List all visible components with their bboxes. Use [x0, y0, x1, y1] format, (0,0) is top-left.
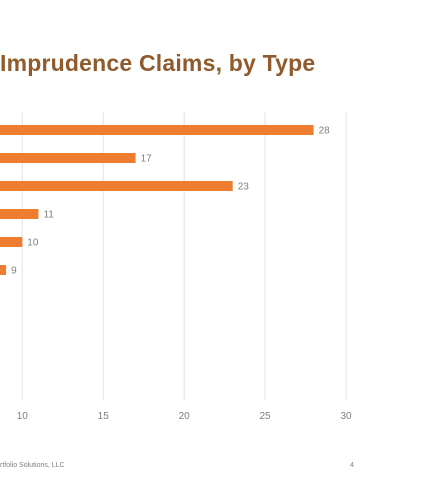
- slide-title: Imprudence Claims, by Type: [0, 50, 316, 76]
- x-tick-label: 20: [179, 411, 191, 422]
- x-tick-label: 30: [340, 411, 352, 422]
- bar: [0, 153, 136, 163]
- footer-company: rtfolio Solutions, LLC: [0, 462, 65, 469]
- page-number: 4: [350, 462, 354, 469]
- bar: [0, 209, 39, 219]
- bar-value-label: 17: [141, 154, 153, 165]
- bar: [0, 237, 23, 247]
- x-tick-label: 25: [260, 411, 272, 422]
- x-tick-label: 10: [17, 411, 29, 422]
- bar-value-label: 10: [27, 238, 39, 249]
- x-tick-label: 15: [98, 411, 110, 422]
- bar-value-label: 9: [11, 266, 17, 277]
- bar: [0, 125, 314, 135]
- bar-value-label: 11: [43, 210, 54, 221]
- bar-value-label: 23: [238, 182, 250, 193]
- bar-value-label: 28: [319, 126, 331, 137]
- bar: [0, 265, 7, 275]
- bar: [0, 181, 233, 191]
